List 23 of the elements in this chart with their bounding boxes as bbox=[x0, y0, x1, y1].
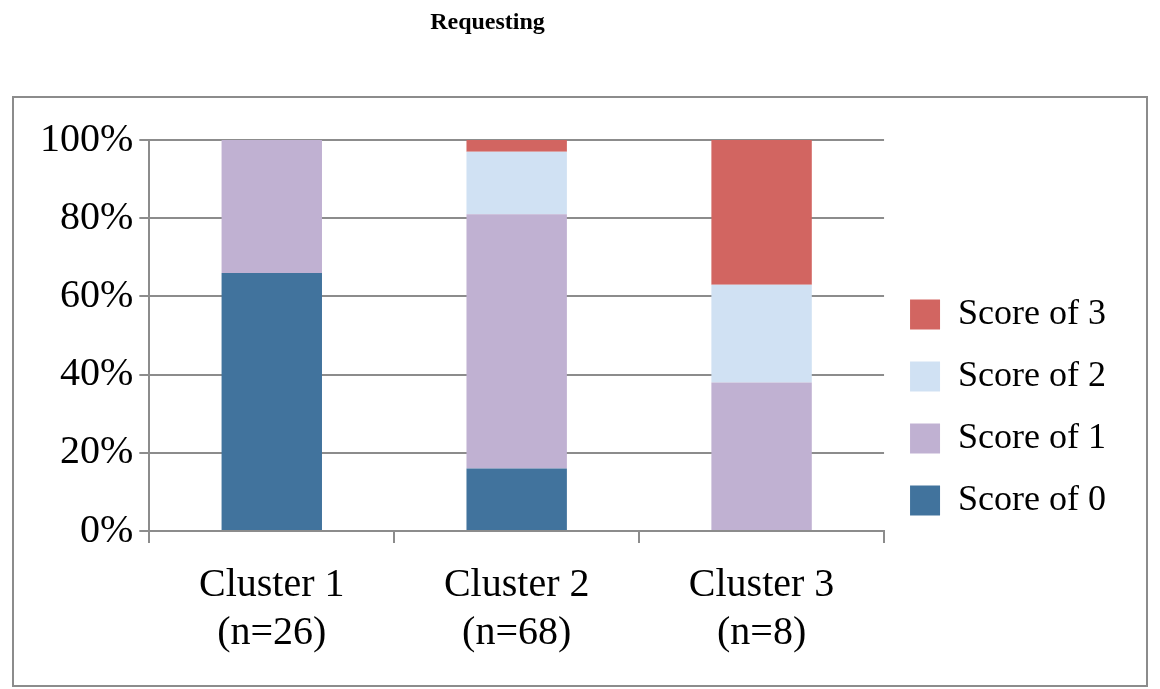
bar bbox=[221, 272, 322, 530]
legend-label: Score of 3 bbox=[958, 291, 1107, 332]
y-tick-label: 20% bbox=[59, 427, 134, 473]
y-tick-label: 60% bbox=[59, 270, 134, 316]
x-tick-label: Cluster 3 (n=8) bbox=[688, 559, 835, 653]
bar bbox=[466, 151, 567, 215]
bar bbox=[221, 140, 322, 273]
y-tick-label: 40% bbox=[59, 349, 134, 395]
y-tick-label: 0% bbox=[79, 505, 134, 551]
x-tick-label: Cluster 1 (n=26) bbox=[199, 559, 345, 653]
legend-label: Score of 2 bbox=[958, 353, 1107, 394]
y-tick-label: 80% bbox=[59, 192, 134, 238]
x-tick-label: Cluster 2 (n=68) bbox=[443, 559, 590, 653]
bar bbox=[466, 468, 567, 530]
legend-label: Score of 1 bbox=[958, 415, 1107, 456]
y-tick-label: 100% bbox=[39, 114, 134, 160]
chart-title: Requesting bbox=[429, 8, 546, 35]
bar bbox=[466, 140, 567, 152]
bar bbox=[711, 382, 812, 530]
bar bbox=[466, 214, 567, 469]
bar bbox=[711, 140, 812, 285]
bar bbox=[711, 284, 812, 383]
legend-label: Score of 0 bbox=[958, 477, 1107, 518]
